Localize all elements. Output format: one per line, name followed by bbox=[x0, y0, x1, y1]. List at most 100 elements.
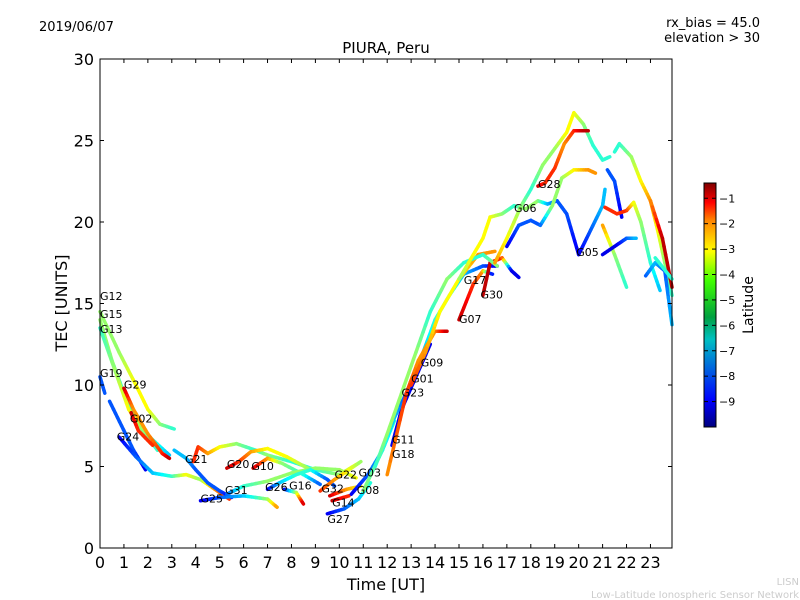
track-segment bbox=[489, 271, 495, 276]
x-tick-label: 19 bbox=[545, 553, 565, 572]
x-tick-label: 10 bbox=[329, 553, 349, 572]
satellite-track bbox=[318, 459, 363, 493]
satellite-track bbox=[282, 487, 306, 506]
satellite-label: G11 bbox=[392, 434, 415, 447]
x-tick-label: 15 bbox=[449, 553, 469, 572]
y-axis-label: TEC [UNITS] bbox=[52, 255, 71, 353]
footer-org-short: LISN bbox=[777, 577, 799, 588]
footer-org-long: Low-Latitude Ionospheric Sensor Network bbox=[591, 590, 799, 600]
track-segment bbox=[366, 481, 373, 488]
track-segment bbox=[170, 426, 176, 431]
satellite-track bbox=[225, 446, 313, 472]
rx-bias-label: rx_bias = 45.0 bbox=[666, 16, 760, 31]
track-segment bbox=[357, 459, 363, 465]
x-tick-label: 5 bbox=[215, 553, 225, 572]
x-tick-label: 13 bbox=[401, 553, 421, 572]
x-tick-label: 2 bbox=[143, 553, 153, 572]
x-tick-label: 8 bbox=[286, 553, 296, 572]
satellite-label: G14 bbox=[332, 497, 355, 510]
y-tick-label: 15 bbox=[74, 295, 94, 314]
x-tick-label: 23 bbox=[640, 553, 660, 572]
colorbar-tick-label: −8 bbox=[719, 370, 735, 383]
colorbar-tick-label: −7 bbox=[719, 345, 735, 358]
satellite-track bbox=[98, 309, 176, 431]
x-tick-label: 0 bbox=[95, 553, 105, 572]
satellite-track bbox=[576, 187, 607, 257]
y-tick-label: 30 bbox=[74, 50, 94, 69]
track-segment bbox=[391, 432, 399, 450]
y-tick-label: 25 bbox=[74, 132, 94, 151]
track-segment bbox=[351, 474, 358, 480]
x-tick-label: 17 bbox=[497, 553, 517, 572]
satellite-track bbox=[653, 256, 674, 281]
track-segment bbox=[331, 483, 337, 488]
satellite-track bbox=[648, 199, 674, 289]
y-tick-label: 0 bbox=[84, 539, 94, 558]
colorbar-tick-label: −3 bbox=[719, 243, 735, 256]
colorbar-tick-label: −6 bbox=[719, 319, 735, 332]
x-tick-label: 18 bbox=[521, 553, 541, 572]
colorbar-ticks: −1 −2 −3 −4 −5 −6 −7 −8 −9 bbox=[704, 192, 735, 409]
colorbar-label: Latitude bbox=[741, 276, 757, 334]
satellite-track bbox=[373, 252, 500, 469]
track-segment bbox=[515, 274, 521, 280]
satellite-label: G24 bbox=[117, 430, 140, 443]
satellite-label: G21 bbox=[185, 453, 208, 466]
satellite-label: G07 bbox=[459, 313, 482, 326]
x-tick-label: 1 bbox=[119, 553, 129, 572]
satellite-track bbox=[330, 494, 351, 503]
satellite-track bbox=[225, 466, 358, 496]
satellite-track bbox=[122, 386, 172, 461]
satellite-track bbox=[129, 410, 155, 448]
satellite-label: G10 bbox=[251, 460, 274, 473]
satellite-label: G30 bbox=[481, 289, 504, 302]
satellite-label: G22 bbox=[335, 468, 358, 481]
satellite-label: G29 bbox=[124, 378, 147, 391]
satellite-label: G09 bbox=[421, 357, 444, 370]
track-segment bbox=[388, 445, 396, 463]
track-segment bbox=[148, 441, 155, 448]
satellite-track bbox=[536, 128, 590, 188]
track-segment bbox=[395, 418, 402, 436]
satellite-label: G03 bbox=[358, 466, 381, 479]
track-segment bbox=[153, 445, 160, 452]
x-tick-label: 20 bbox=[568, 553, 588, 572]
track-segment bbox=[490, 249, 497, 254]
satellite-label: G26 bbox=[265, 481, 288, 494]
colorbar-tick-label: −5 bbox=[719, 294, 735, 307]
y-tick-label: 5 bbox=[84, 458, 94, 477]
axes: 0 1 2 3 4 5 6 7 8 9 10 11 12 13 14 15 16 17 18 19 20 21 22 2305… bbox=[74, 50, 672, 572]
satellite-label: G05 bbox=[576, 246, 599, 259]
track-segment bbox=[344, 494, 351, 499]
x-tick-label: 11 bbox=[353, 553, 373, 572]
satellite-track bbox=[198, 494, 279, 509]
track-segment bbox=[300, 500, 306, 506]
satellite-label: G17 bbox=[464, 274, 487, 287]
satellite-label: G32 bbox=[321, 483, 344, 496]
x-tick-label: 14 bbox=[425, 553, 445, 572]
satellite-track bbox=[505, 168, 598, 249]
track-segment bbox=[273, 504, 279, 509]
satellite-track bbox=[600, 236, 638, 257]
track-segment bbox=[592, 170, 598, 175]
colorbar-tick-label: −2 bbox=[719, 218, 735, 231]
x-tick-label: 22 bbox=[616, 553, 636, 572]
colorbar-tick-label: −1 bbox=[719, 192, 735, 205]
satellite-track bbox=[493, 111, 612, 265]
colorbar bbox=[703, 182, 717, 428]
satellite-label: G31 bbox=[225, 484, 248, 497]
satellite-label: G23 bbox=[402, 386, 425, 399]
satellite-track bbox=[457, 199, 581, 281]
satellite-label: G13 bbox=[100, 323, 123, 336]
satellite-track bbox=[600, 223, 629, 289]
x-axis-label: Time [UT] bbox=[346, 575, 425, 594]
track-segment bbox=[401, 391, 409, 409]
track-segment bbox=[102, 388, 107, 395]
satellite-label: G19 bbox=[100, 367, 123, 380]
x-tick-label: 6 bbox=[239, 553, 249, 572]
date-label: 2019/06/07 bbox=[39, 20, 114, 35]
y-tick-label: 10 bbox=[74, 376, 94, 395]
satellite-track bbox=[409, 249, 497, 387]
colorbar-tick-label: −4 bbox=[719, 269, 735, 282]
